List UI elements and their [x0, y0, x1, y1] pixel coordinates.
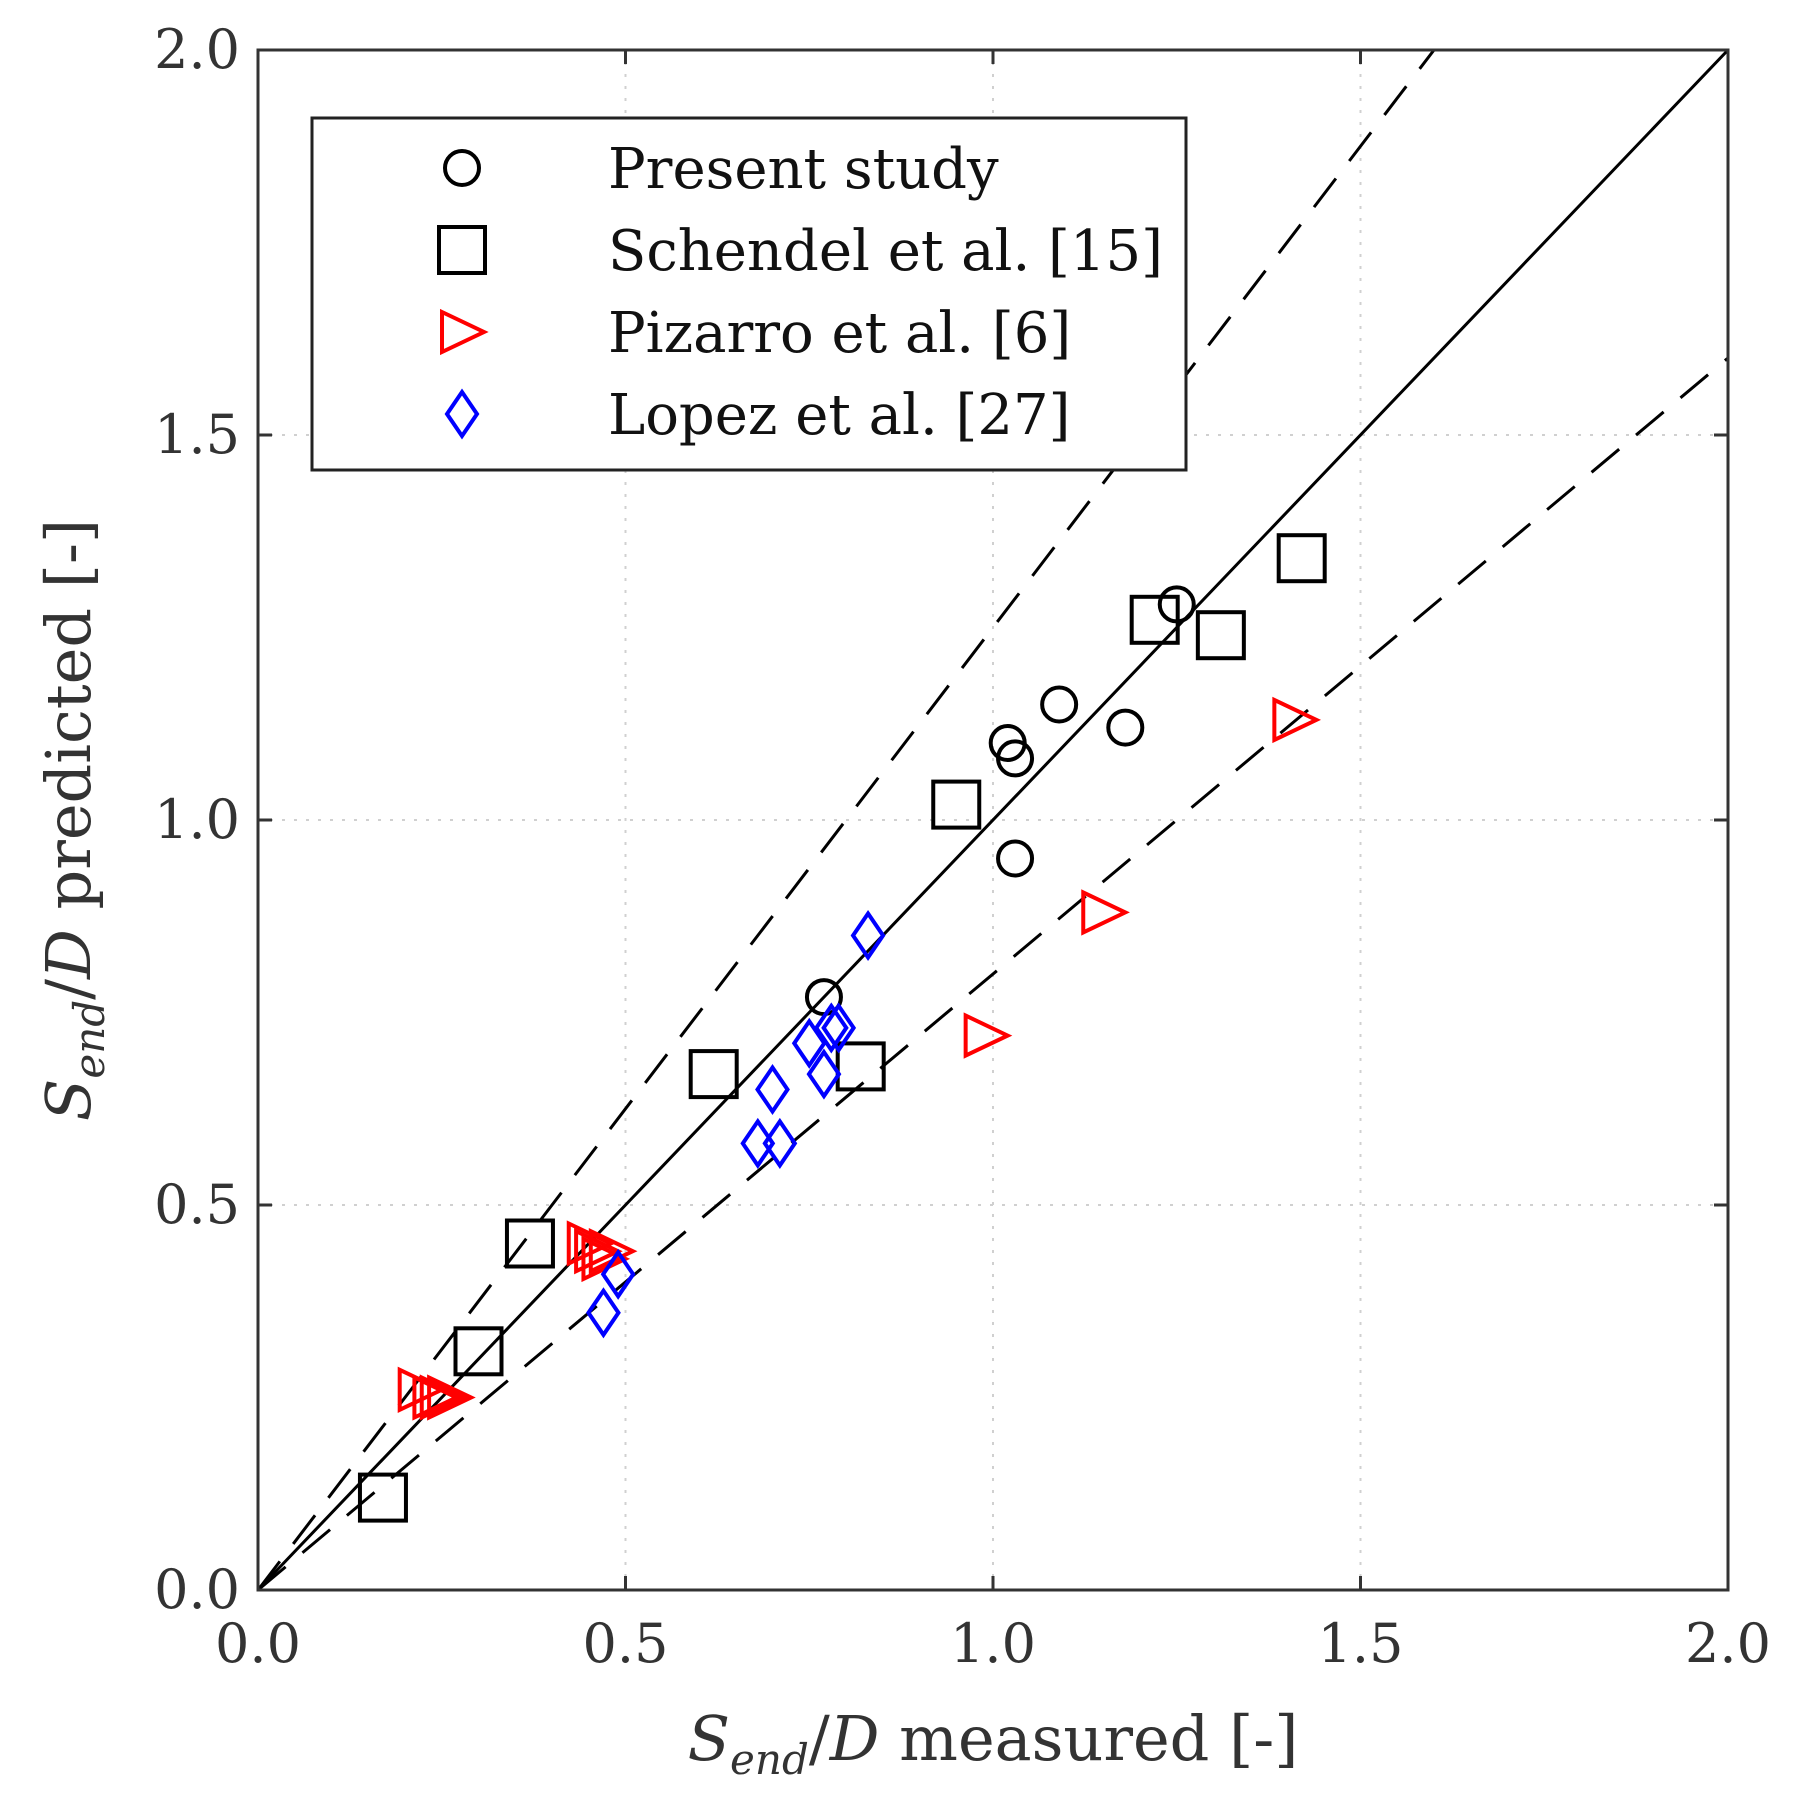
legend-marker-square — [437, 225, 487, 275]
legend-label-3: Lopez et al. [27] — [608, 383, 1071, 448]
y-tick-labels: 0.0 0.5 1.0 1.5 2.0 — [154, 18, 240, 1621]
point-diamond-6 — [806, 1048, 842, 1100]
series-triangle-right — [397, 696, 1322, 1421]
x-tick-labels: 0.0 0.5 1.0 1.5 2.0 — [215, 1612, 1771, 1675]
point-diamond-4 — [755, 1063, 790, 1116]
x-tick-label-4: 2.0 — [1685, 1612, 1771, 1675]
legend-label-0: Present study — [608, 137, 999, 202]
point-diamond-9 — [850, 909, 886, 962]
point-square-2 — [504, 1218, 555, 1269]
y-tick-label-4: 2.0 — [154, 18, 240, 81]
legend-marker-diamond — [444, 388, 480, 440]
point-triangle-right-9 — [1081, 889, 1130, 936]
point-diamond-7 — [813, 1002, 849, 1054]
y-tick-label-3: 1.5 — [154, 403, 240, 466]
y-tick-label-0: 0.0 — [154, 1558, 240, 1621]
legend-marker-triangle-right — [440, 308, 489, 356]
lower-bound-line — [257, 356, 1729, 1592]
x-tick-label-1: 0.5 — [583, 1612, 669, 1675]
point-square-3 — [688, 1049, 739, 1100]
x-axis-label: Send/D measured [-] — [688, 1702, 1299, 1784]
point-triangle-right-10 — [1272, 696, 1322, 744]
point-square-4 — [835, 1041, 886, 1092]
series-diamond — [586, 909, 886, 1339]
point-circle-1 — [1040, 685, 1079, 724]
point-square-1 — [453, 1326, 504, 1377]
legend-box — [310, 116, 1188, 472]
point-triangle-right-3 — [427, 1374, 476, 1421]
y-tick-label-1: 0.5 — [154, 1173, 240, 1236]
x-tick-label-3: 1.5 — [1318, 1612, 1404, 1675]
point-circle-5 — [996, 839, 1035, 878]
point-square-8 — [1276, 533, 1327, 584]
point-triangle-right-1 — [412, 1374, 462, 1421]
point-triangle-right-5 — [574, 1228, 623, 1275]
x-tick-label-0: 0.0 — [215, 1612, 301, 1675]
x-tick-label-2: 1.0 — [950, 1612, 1036, 1675]
point-diamond-2 — [740, 1117, 776, 1169]
point-square-6 — [1129, 594, 1180, 645]
point-diamond-3 — [762, 1117, 798, 1169]
legend-marker-circle — [443, 149, 481, 187]
series-square — [357, 533, 1327, 1523]
y-axis-label: Send/D predicted [-] — [32, 519, 114, 1121]
legend-label-2: Pizarro et al. [6] — [608, 301, 1071, 366]
point-square-0 — [357, 1472, 408, 1523]
point-triangle-right-2 — [419, 1374, 469, 1421]
point-diamond-0 — [586, 1287, 621, 1339]
point-diamond-1 — [600, 1248, 636, 1300]
legend: Present study Schendel et al. [15] Pizarro… — [310, 116, 1188, 472]
point-square-5 — [931, 779, 982, 830]
point-diamond-5 — [791, 1017, 827, 1069]
axis-ticks — [256, 48, 1730, 1592]
point-diamond-8 — [821, 1002, 857, 1054]
y-tick-label-2: 1.0 — [154, 788, 240, 851]
point-circle-3 — [996, 739, 1035, 778]
data-points — [357, 533, 1327, 1523]
legend-label-1: Schendel et al. [15] — [608, 219, 1163, 284]
point-triangle-right-8 — [963, 1012, 1013, 1059]
point-square-7 — [1195, 610, 1246, 661]
point-circle-4 — [1106, 708, 1145, 747]
